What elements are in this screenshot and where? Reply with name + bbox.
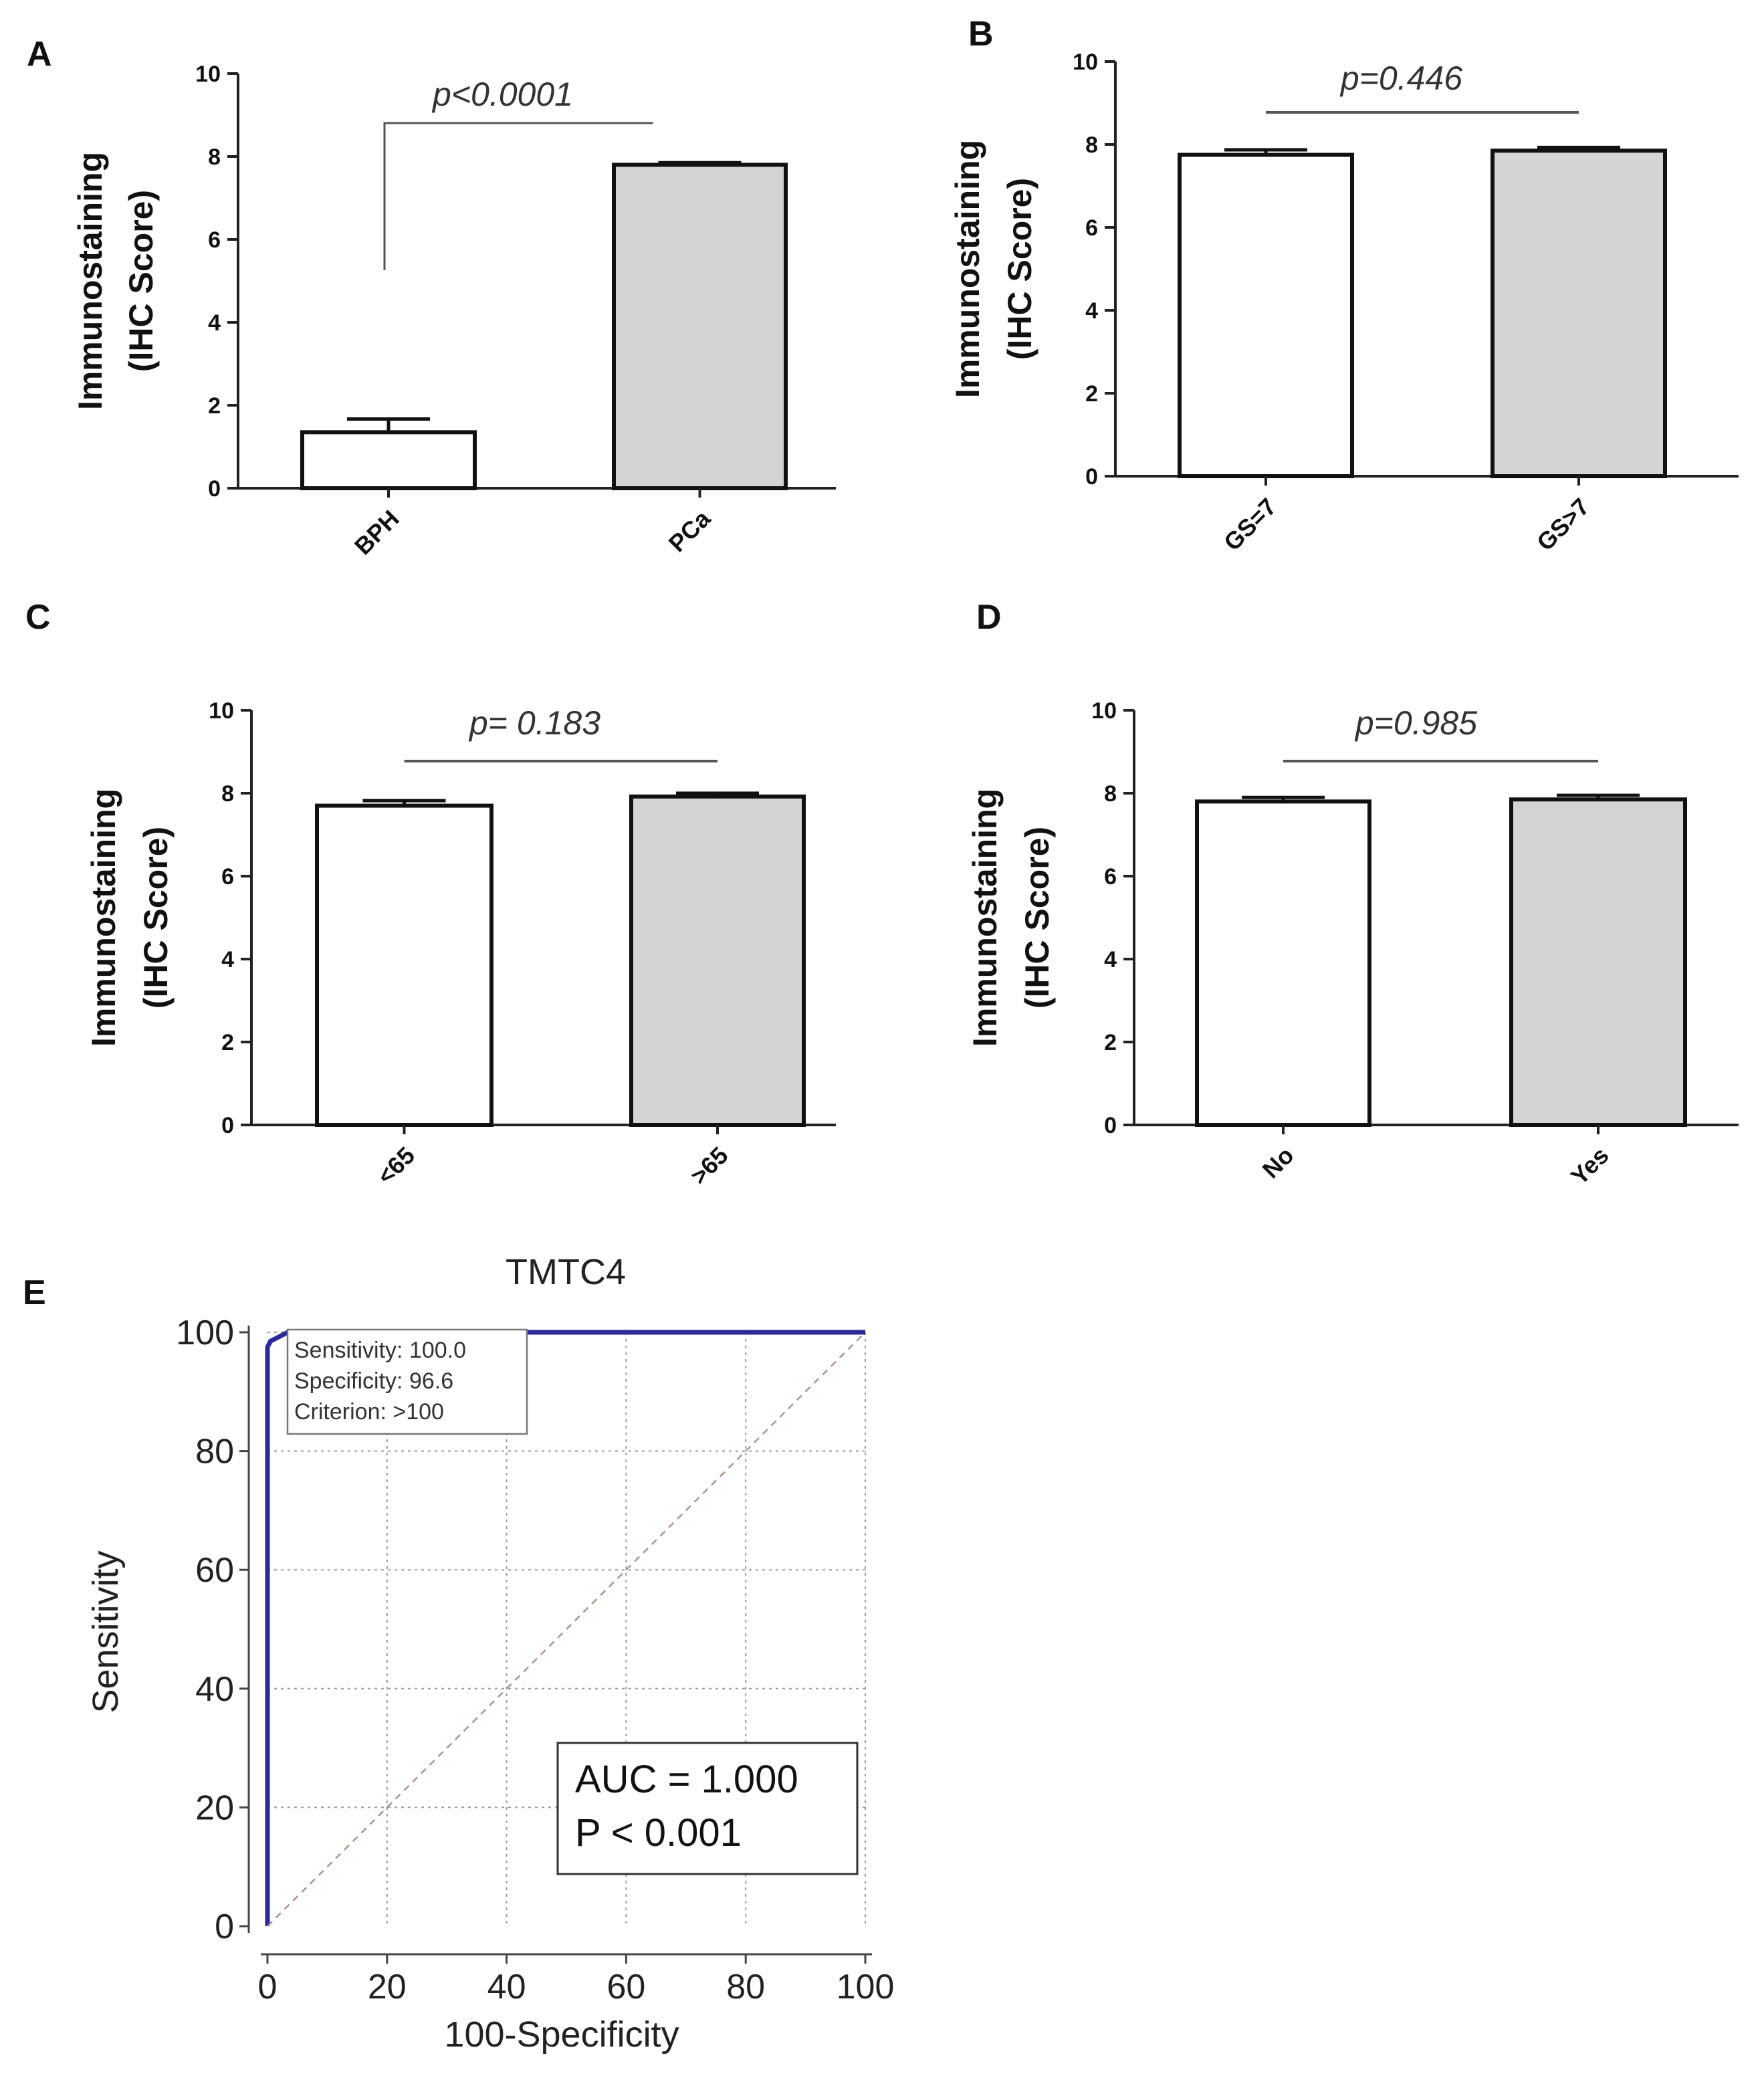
y-axis-label: Immunostaining — [72, 152, 109, 410]
y-tick-label: 10 — [1073, 49, 1098, 75]
result-box-frame — [556, 1742, 859, 1875]
panel-letter-b: B — [968, 15, 994, 54]
category-label: No — [1257, 1142, 1299, 1184]
category-label: GS>7 — [1531, 493, 1595, 556]
chart-title: TMTC4 — [506, 1252, 626, 1292]
bar--65 — [629, 794, 806, 1127]
y-axis-label-units: (IHC Score) — [122, 190, 160, 372]
panel-letter-d: D — [976, 598, 1002, 637]
category-label: >65 — [685, 1142, 733, 1190]
info-box-line: Criterion: >100 — [294, 1399, 444, 1425]
x-tick-label: 20 — [368, 1968, 407, 2006]
y-tick-label: 10 — [209, 698, 234, 724]
y-tick-label: 4 — [221, 947, 234, 972]
y-tick-label: 40 — [195, 1670, 234, 1709]
category-label: GS=7 — [1218, 493, 1282, 556]
y-tick-label: 8 — [221, 781, 234, 807]
y-tick-label: 20 — [195, 1788, 234, 1827]
auc-result-box: AUC = 1.000 P < 0.001 — [556, 1742, 859, 1875]
y-tick-label: 0 — [1085, 464, 1098, 490]
result-box-line: P < 0.001 — [575, 1811, 742, 1855]
y-tick-label: 2 — [208, 393, 221, 419]
y-axis-label-units: (IHC Score) — [137, 827, 175, 1009]
y-tick-label: 6 — [1085, 215, 1098, 241]
bar-bph — [300, 430, 477, 490]
bar-chart-a: 0 2 4 6 8 10 Immunostaining (IHC Score) BPH PCa p<… — [72, 62, 836, 560]
y-tick-label: 0 — [215, 1907, 234, 1946]
category-label: <65 — [372, 1142, 420, 1190]
y-tick-label: 8 — [1104, 781, 1117, 807]
bar-chart-c: 0 2 4 6 8 10 Immunostaining (IHC Score) <65 >65 p=… — [85, 698, 836, 1190]
bar-chart-d: 0 2 4 6 8 10 Immunostaining (IHC Score) No Yes p=0… — [966, 698, 1739, 1190]
p-value-annotation: p<0.0001 — [431, 76, 573, 113]
panel-letter-c: C — [25, 598, 51, 637]
info-box-frame — [286, 1328, 528, 1435]
y-axis-label: Immunostaining — [85, 789, 122, 1047]
roc-panel: 0 20 40 60 80 100 0 20 40 60 80 100 100-Specificity S… — [86, 1252, 894, 2055]
y-axis-label: Immunostaining — [966, 789, 1004, 1047]
bar-gs-7 — [1178, 152, 1354, 478]
x-axis-label: 100-Specificity — [444, 2014, 679, 2055]
y-tick-label: 10 — [1091, 698, 1117, 724]
reference-diagonal-line — [267, 1332, 866, 1927]
bar-panels: 0 2 4 6 8 10 Immunostaining (IHC Score) BPH PCa p<… — [72, 49, 1739, 1190]
bar-yes — [1509, 797, 1687, 1128]
bar-pca — [612, 163, 788, 490]
y-tick-label: 0 — [1104, 1113, 1117, 1138]
info-box-line: Specificity: 96.6 — [294, 1368, 453, 1394]
y-tick-label: 6 — [221, 864, 234, 890]
x-tick-label: 40 — [487, 1968, 526, 2006]
x-tick-label: 80 — [726, 1968, 765, 2006]
y-axis-label: Immunostaining — [949, 140, 986, 398]
x-tick-label: 60 — [607, 1968, 645, 2006]
y-tick-label: 4 — [208, 310, 221, 336]
category-label: BPH — [349, 505, 405, 560]
bar--65 — [315, 803, 493, 1127]
p-value-annotation: p=0.446 — [1339, 60, 1462, 97]
y-tick-label: 60 — [195, 1551, 234, 1590]
y-axis-label-units: (IHC Score) — [1001, 178, 1038, 360]
y-tick-label: 10 — [195, 62, 221, 87]
category-label: PCa — [663, 504, 716, 557]
y-tick-label: 8 — [1085, 132, 1098, 158]
y-axis-label: Sensitivity — [86, 1550, 126, 1713]
y-tick-label: 2 — [221, 1030, 234, 1055]
y-tick-label: 4 — [1085, 298, 1098, 324]
p-value-annotation: p= 0.183 — [468, 704, 600, 742]
criterion-info-box: Sensitivity: 100.0 Specificity: 96.6 Crite… — [286, 1328, 528, 1435]
info-box-line: Sensitivity: 100.0 — [294, 1338, 466, 1363]
y-tick-label: 8 — [208, 144, 221, 170]
category-label: Yes — [1565, 1142, 1614, 1190]
significance-bracket — [383, 122, 653, 270]
y-tick-label: 80 — [195, 1433, 234, 1471]
x-tick-label: 100 — [837, 1968, 895, 2006]
y-tick-label: 2 — [1085, 381, 1098, 407]
p-value-annotation: p=0.985 — [1354, 704, 1477, 742]
panel-letter-a: A — [27, 35, 52, 74]
panel-letter-e: E — [23, 1273, 46, 1312]
y-axis-label-units: (IHC Score) — [1018, 827, 1056, 1009]
bar-chart-b: 0 2 4 6 8 10 Immunostaining (IHC Score) GS=7 GS>7… — [949, 49, 1739, 556]
result-box-line: AUC = 1.000 — [575, 1758, 798, 1801]
y-tick-label: 4 — [1104, 947, 1117, 972]
x-tick-label: 0 — [258, 1968, 278, 2006]
y-tick-label: 6 — [208, 227, 221, 253]
bar-gs-7 — [1491, 148, 1667, 479]
y-tick-label: 100 — [176, 1314, 234, 1352]
y-tick-label: 0 — [221, 1113, 234, 1138]
y-tick-label: 2 — [1104, 1030, 1117, 1055]
y-tick-label: 0 — [208, 476, 221, 502]
bar-no — [1195, 799, 1371, 1128]
y-tick-label: 6 — [1104, 864, 1117, 890]
